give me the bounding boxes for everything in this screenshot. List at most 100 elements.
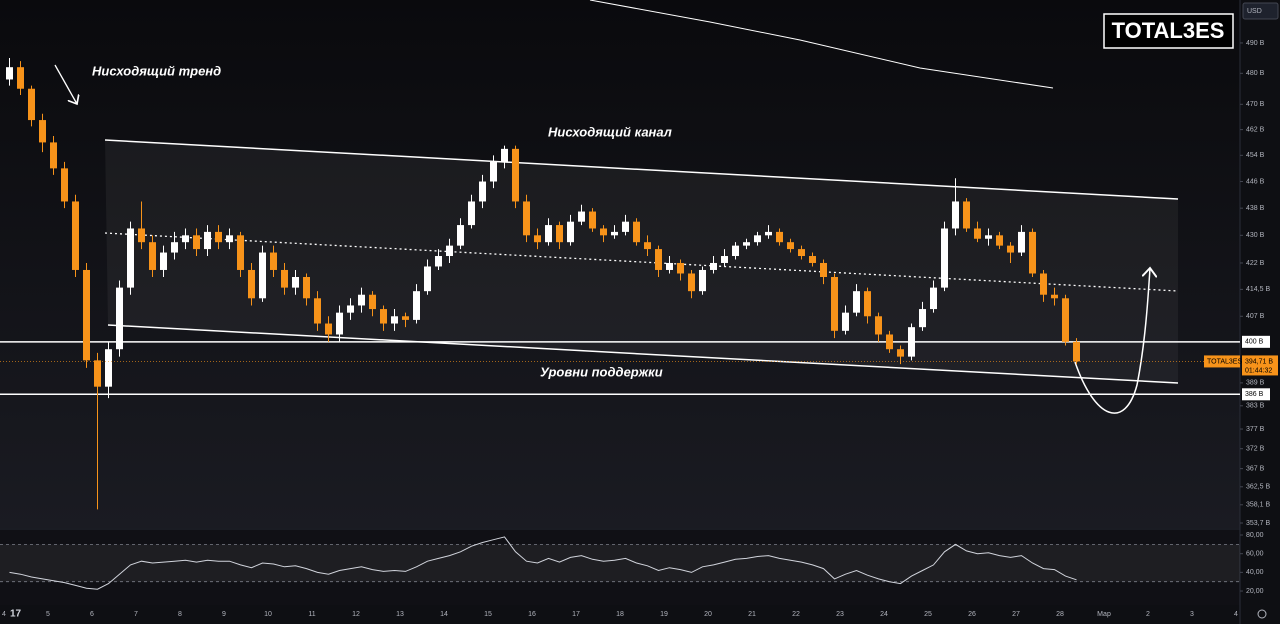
x-tick-label: 16	[528, 611, 536, 618]
x-tick-label: 6	[90, 611, 94, 618]
y-tick-label: 454 B	[1246, 152, 1265, 159]
candle-body	[6, 67, 13, 80]
candle-body	[490, 161, 497, 182]
channel-fill	[105, 140, 1178, 383]
candle-body	[1018, 231, 1025, 253]
y-tick-label: 462 B	[1246, 126, 1265, 133]
candle-body	[765, 231, 772, 236]
candle-body	[743, 242, 750, 246]
y-tick-label: 362,5 B	[1246, 484, 1270, 491]
candle-body	[919, 309, 926, 328]
candle-body	[391, 316, 398, 324]
candle-body	[402, 316, 409, 320]
x-tick-label: 28	[1056, 611, 1064, 618]
candle-body	[347, 305, 354, 313]
currency[interactable]: USD	[1247, 8, 1262, 15]
candle-body	[897, 349, 904, 357]
candle-body	[457, 225, 464, 246]
candle-body	[655, 249, 662, 270]
candle-body	[732, 245, 739, 257]
candle-body	[677, 262, 684, 274]
candle-body	[83, 269, 90, 361]
candle-body	[556, 225, 563, 243]
x-tick-label: 5	[46, 611, 50, 618]
x-tick-label: Мар	[1097, 611, 1111, 618]
y-tick-label: 414,5 B	[1246, 286, 1270, 293]
annotation: Нисходящий тренд	[92, 63, 221, 78]
time-axis	[0, 605, 1280, 624]
data-layer: 490 B 480 B 470 B 462 B 454 B 446 B 438 B 430 B…	[0, 40, 1278, 618]
candle-body	[314, 298, 321, 324]
candle-body	[193, 235, 200, 250]
candle-body	[710, 262, 717, 270]
y-tick-label: 372 B	[1246, 446, 1265, 453]
candle-body	[204, 231, 211, 250]
candle-body	[160, 252, 167, 270]
candle-body	[1007, 245, 1014, 253]
candle-body	[501, 148, 508, 162]
candle-body	[864, 291, 871, 317]
level-tag	[1242, 335, 1270, 348]
rsi-y-tick-label: 20,00	[1246, 588, 1264, 595]
rsi-pane	[0, 530, 1240, 605]
logo-title: TOTAL3ES	[1112, 18, 1225, 43]
x-tick-label: 19	[660, 611, 668, 618]
x-tick-label: 18	[616, 611, 624, 618]
candle-body	[688, 273, 695, 292]
y-tick-label: 422 B	[1246, 260, 1265, 267]
x-tick-label: 17	[572, 611, 580, 618]
candle-body	[798, 249, 805, 257]
candle-body	[633, 221, 640, 243]
candle-body	[963, 201, 970, 229]
candle-body	[270, 252, 277, 270]
candle-body	[809, 256, 816, 263]
channel-bottom	[107, 324, 1179, 384]
candle-body	[820, 262, 827, 278]
candle-body	[721, 256, 728, 263]
x-tick-label: 13	[396, 611, 404, 618]
symbol-tag-label: TOTAL3ES	[1207, 358, 1242, 365]
annotation: Уровни поддержки	[540, 364, 663, 379]
settings-icon[interactable]	[1257, 609, 1267, 619]
candle-body	[1062, 298, 1069, 342]
candle-body	[644, 242, 651, 250]
y-tick-label: 389 B	[1246, 380, 1265, 387]
x-tick-label: 25	[924, 611, 932, 618]
candle-body	[611, 231, 618, 236]
countdown: 01:44:32	[1245, 367, 1272, 374]
candle-body	[479, 181, 486, 202]
currency-button[interactable]	[1242, 2, 1279, 20]
x-tick-label: 24	[880, 611, 888, 618]
y-tick-label: 430 B	[1246, 232, 1265, 239]
candle-body	[787, 242, 794, 250]
candle-body	[952, 201, 959, 229]
candle-body	[1040, 273, 1047, 295]
trend-line	[589, 0, 1054, 89]
candle-body	[248, 269, 255, 299]
candle-body	[72, 201, 79, 270]
candle-body	[28, 88, 35, 121]
x-tick-label: 12	[352, 611, 360, 618]
price-axis	[1240, 0, 1280, 624]
candle-body	[699, 269, 706, 292]
candle-body	[171, 242, 178, 253]
y-tick-label: 383 B	[1246, 403, 1265, 410]
candle-body	[985, 235, 992, 239]
candle-body	[424, 266, 431, 292]
candle-body	[567, 221, 574, 243]
candle-body	[17, 67, 24, 89]
candle-body	[930, 287, 937, 310]
x-tick-label: 21	[748, 611, 756, 618]
candle-body	[468, 201, 475, 226]
x-tick-label: 10	[264, 611, 272, 618]
price-tag	[1242, 355, 1278, 376]
y-tick-label: 446 B	[1246, 178, 1265, 185]
candle-body	[1051, 294, 1058, 299]
y-tick-label: 358,1 B	[1246, 502, 1270, 509]
rsi-y-tick-label: 80,00	[1246, 532, 1264, 539]
candle-body	[39, 120, 46, 143]
x-tick-label: 7	[134, 611, 138, 618]
candle-body	[589, 211, 596, 229]
